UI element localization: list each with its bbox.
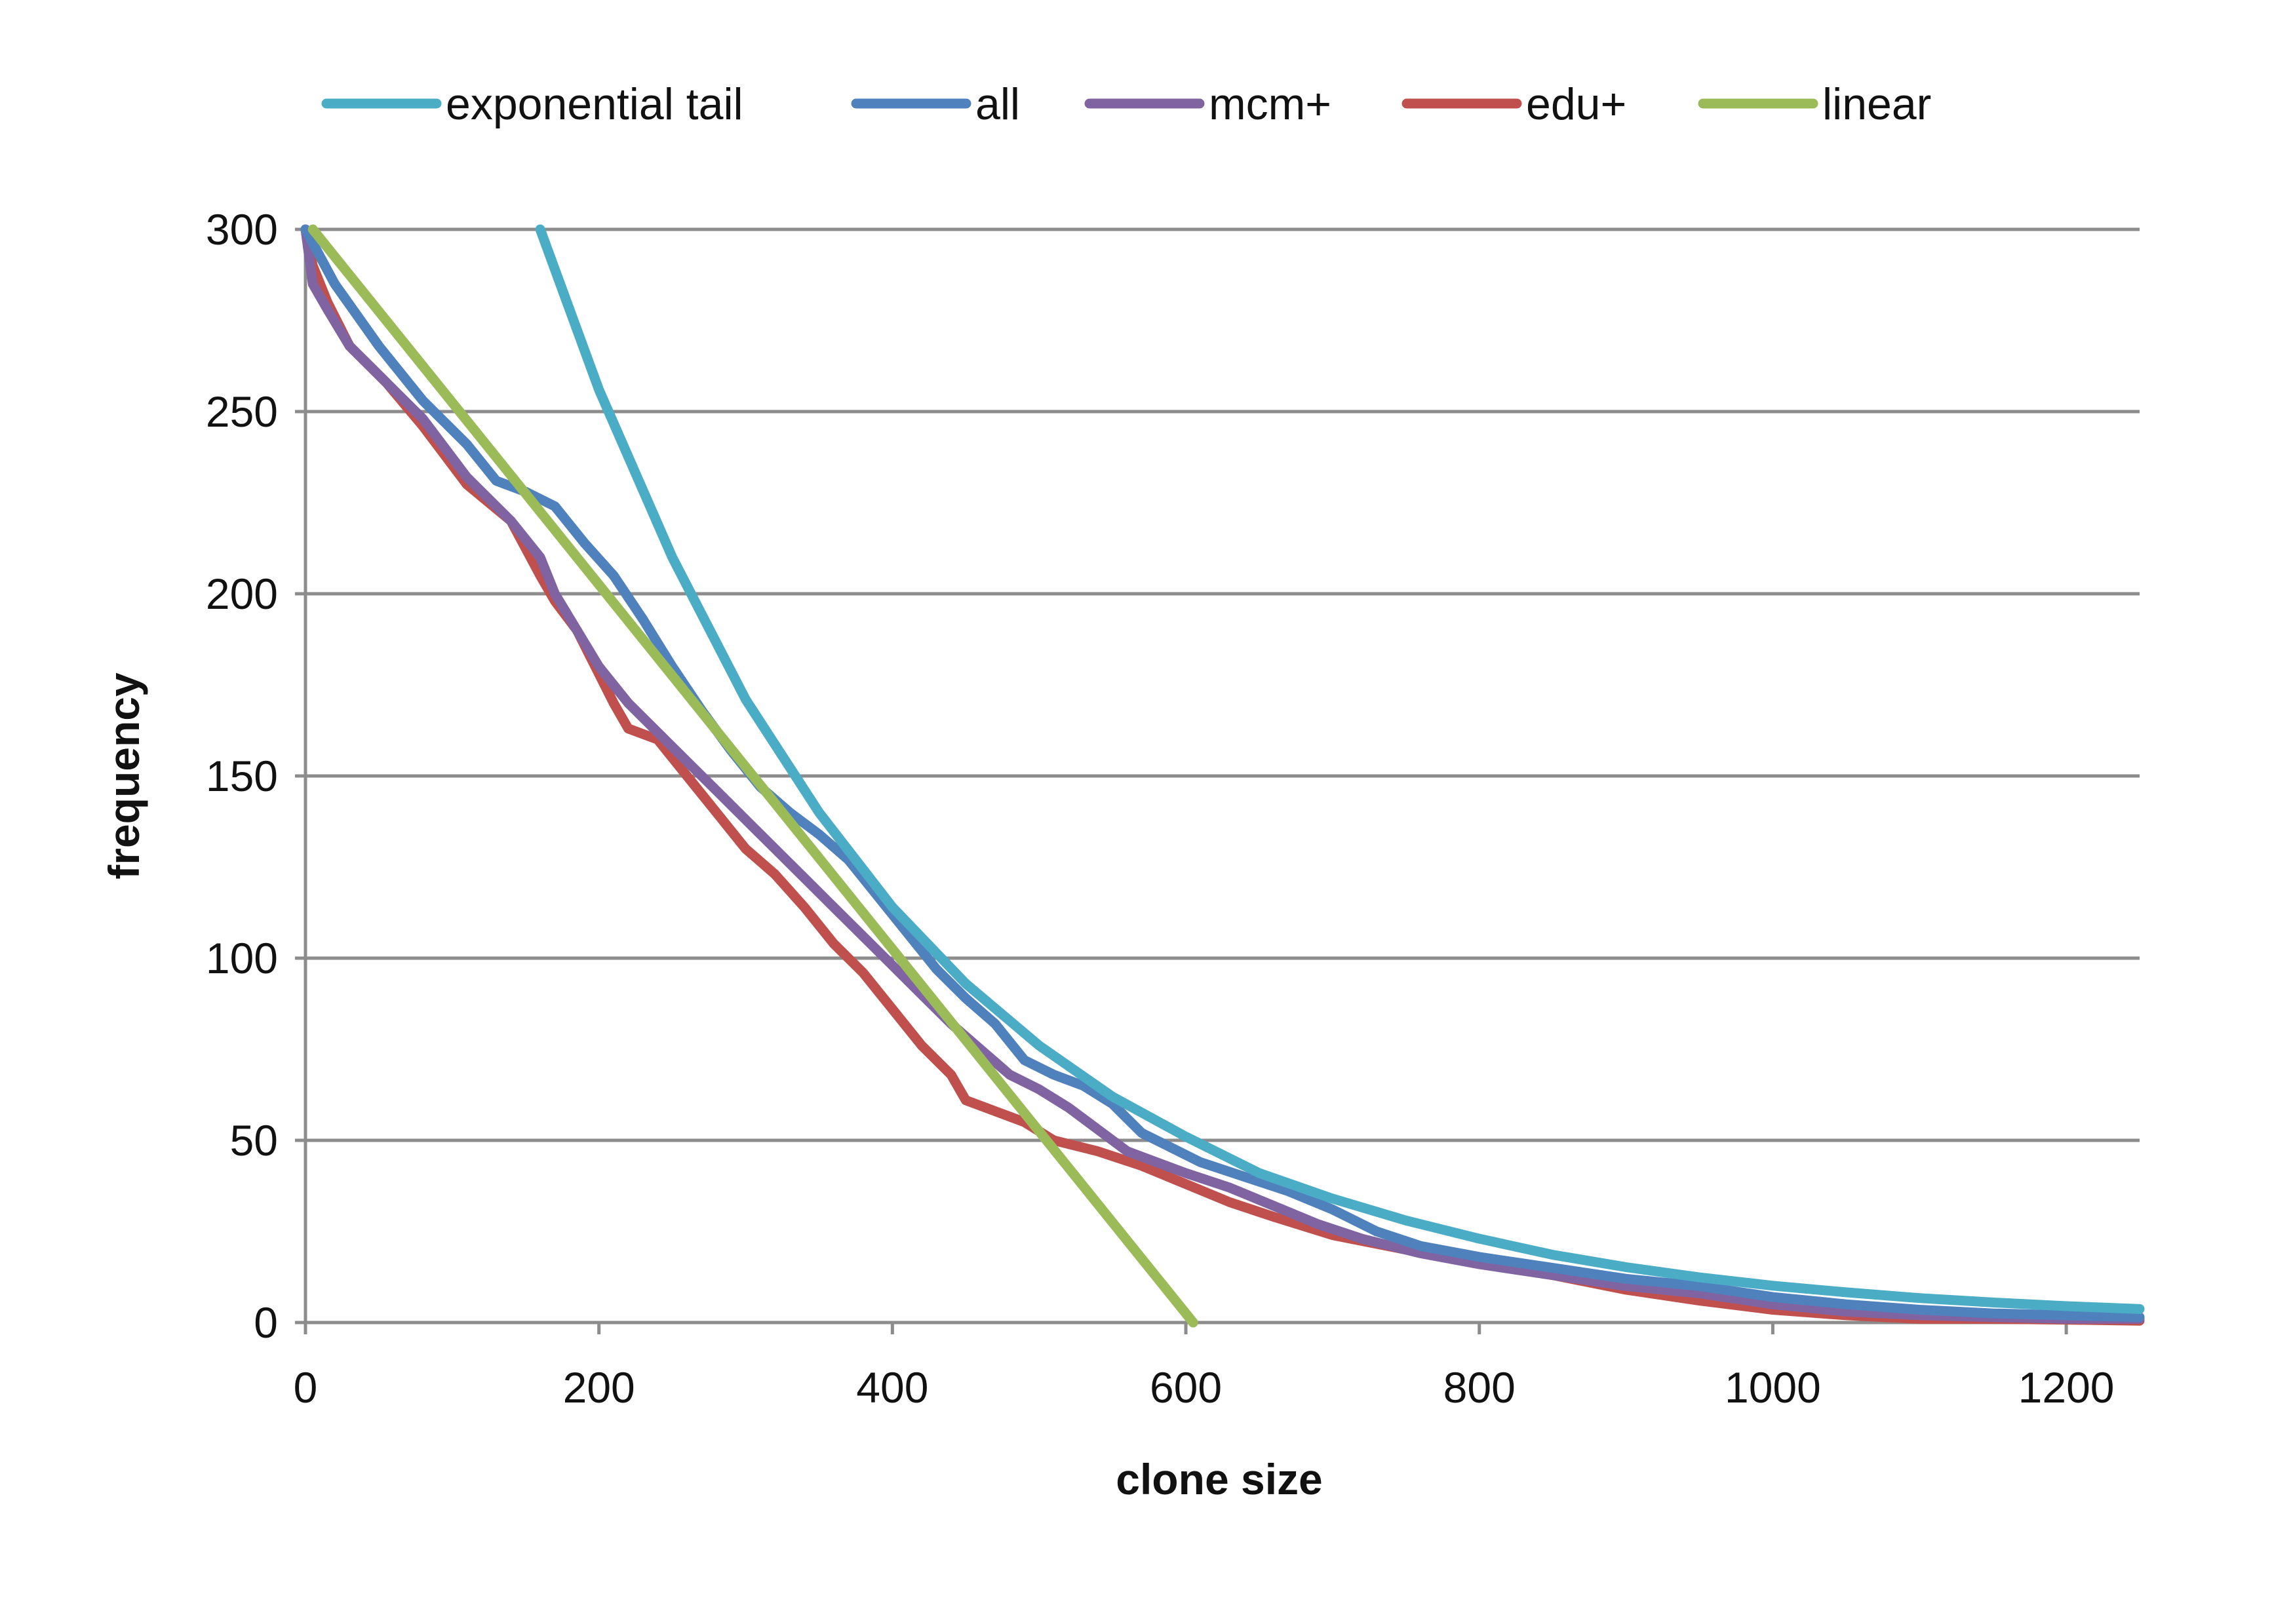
legend-item: exponential tail [321, 79, 743, 129]
series-layer [300, 224, 2145, 1328]
x-tick-label: 800 [1443, 1363, 1516, 1412]
x-axis-title: clone size [1116, 1455, 1322, 1503]
y-tick-label: 0 [254, 1298, 278, 1347]
x-tick-label: 1200 [2018, 1363, 2115, 1412]
legend-item: linear [1698, 79, 1931, 129]
x-tick-label: 0 [294, 1363, 318, 1412]
series-line-all [300, 224, 2145, 1323]
legend-label: edu+ [1526, 79, 1626, 129]
legend-label: all [975, 79, 1020, 129]
y-tick-label: 300 [206, 205, 278, 254]
x-tick-label: 400 [856, 1363, 928, 1412]
x-tick-label: 1000 [1725, 1363, 1821, 1412]
legend-label: mcm+ [1209, 79, 1331, 129]
axes: 0 50 100 150 200 250 300 0 200 400 600 800 1000 1200 [206, 205, 2115, 1412]
legend-label: linear [1822, 79, 1931, 129]
series-line-linear [307, 224, 1198, 1328]
y-tick-label: 200 [206, 570, 278, 618]
x-tick-label: 600 [1150, 1363, 1222, 1412]
y-tick-label: 50 [230, 1116, 278, 1165]
legend-item: mcm+ [1084, 79, 1331, 129]
y-tick-label: 100 [206, 934, 278, 982]
legend: exponential tail all mcm+ edu+ linear [321, 79, 1931, 129]
y-axis-title: frequency [100, 672, 148, 880]
legend-item: all [851, 79, 1020, 129]
legend-label: exponential tail [446, 79, 743, 129]
y-tick-label: 250 [206, 387, 278, 436]
legend-item: edu+ [1401, 79, 1626, 129]
x-tick-label: 200 [563, 1363, 635, 1412]
series-line-exponential-tail [535, 224, 2145, 1314]
y-tick-label: 150 [206, 752, 278, 800]
